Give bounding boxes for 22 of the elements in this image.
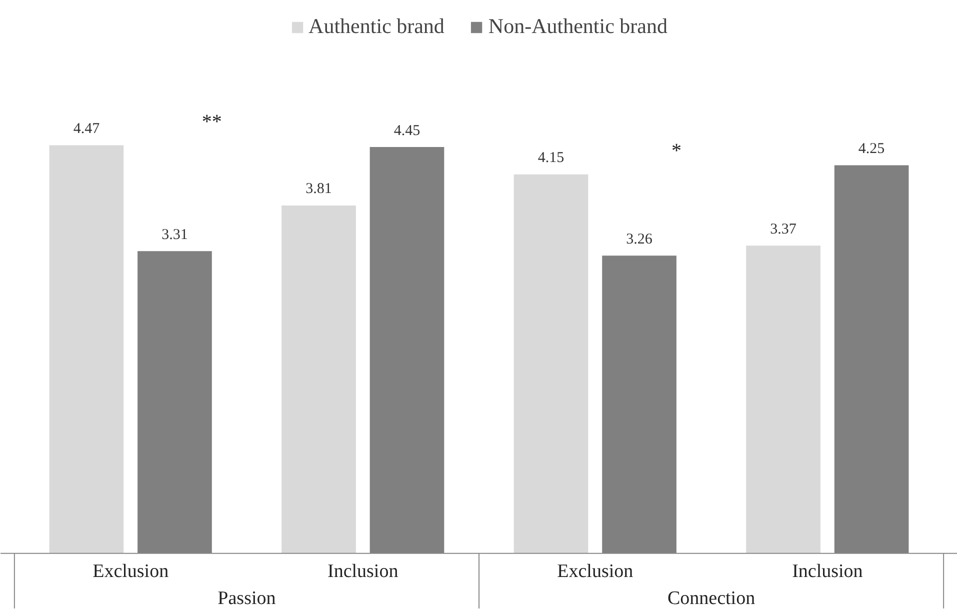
- legend-label: Non-Authentic brand: [488, 14, 668, 39]
- data-label: 4.47: [73, 120, 100, 137]
- x-tick-label: Inclusion: [792, 561, 864, 582]
- data-label: 4.25: [858, 141, 885, 158]
- bar: [746, 246, 820, 554]
- data-label: 4.15: [538, 150, 564, 166]
- bar: [49, 145, 124, 554]
- bar: [282, 205, 356, 554]
- data-label: 3.26: [626, 231, 653, 248]
- text: Connection: [667, 588, 756, 609]
- annotation: *: [671, 140, 682, 162]
- data-label: 3.31: [162, 226, 188, 243]
- x-tick-label: Exclusion: [92, 561, 170, 582]
- bar: [514, 174, 588, 554]
- text: Passion: [218, 588, 276, 609]
- data-label: 3.37: [770, 221, 797, 238]
- x-tick-label: Inclusion: [328, 561, 399, 582]
- data-label: 3.81: [306, 181, 332, 198]
- data-label: 4.45: [394, 122, 420, 139]
- text: **: [202, 110, 222, 133]
- legend-label: Authentic brand: [308, 14, 444, 39]
- x-tick-label: Exclusion: [557, 561, 634, 582]
